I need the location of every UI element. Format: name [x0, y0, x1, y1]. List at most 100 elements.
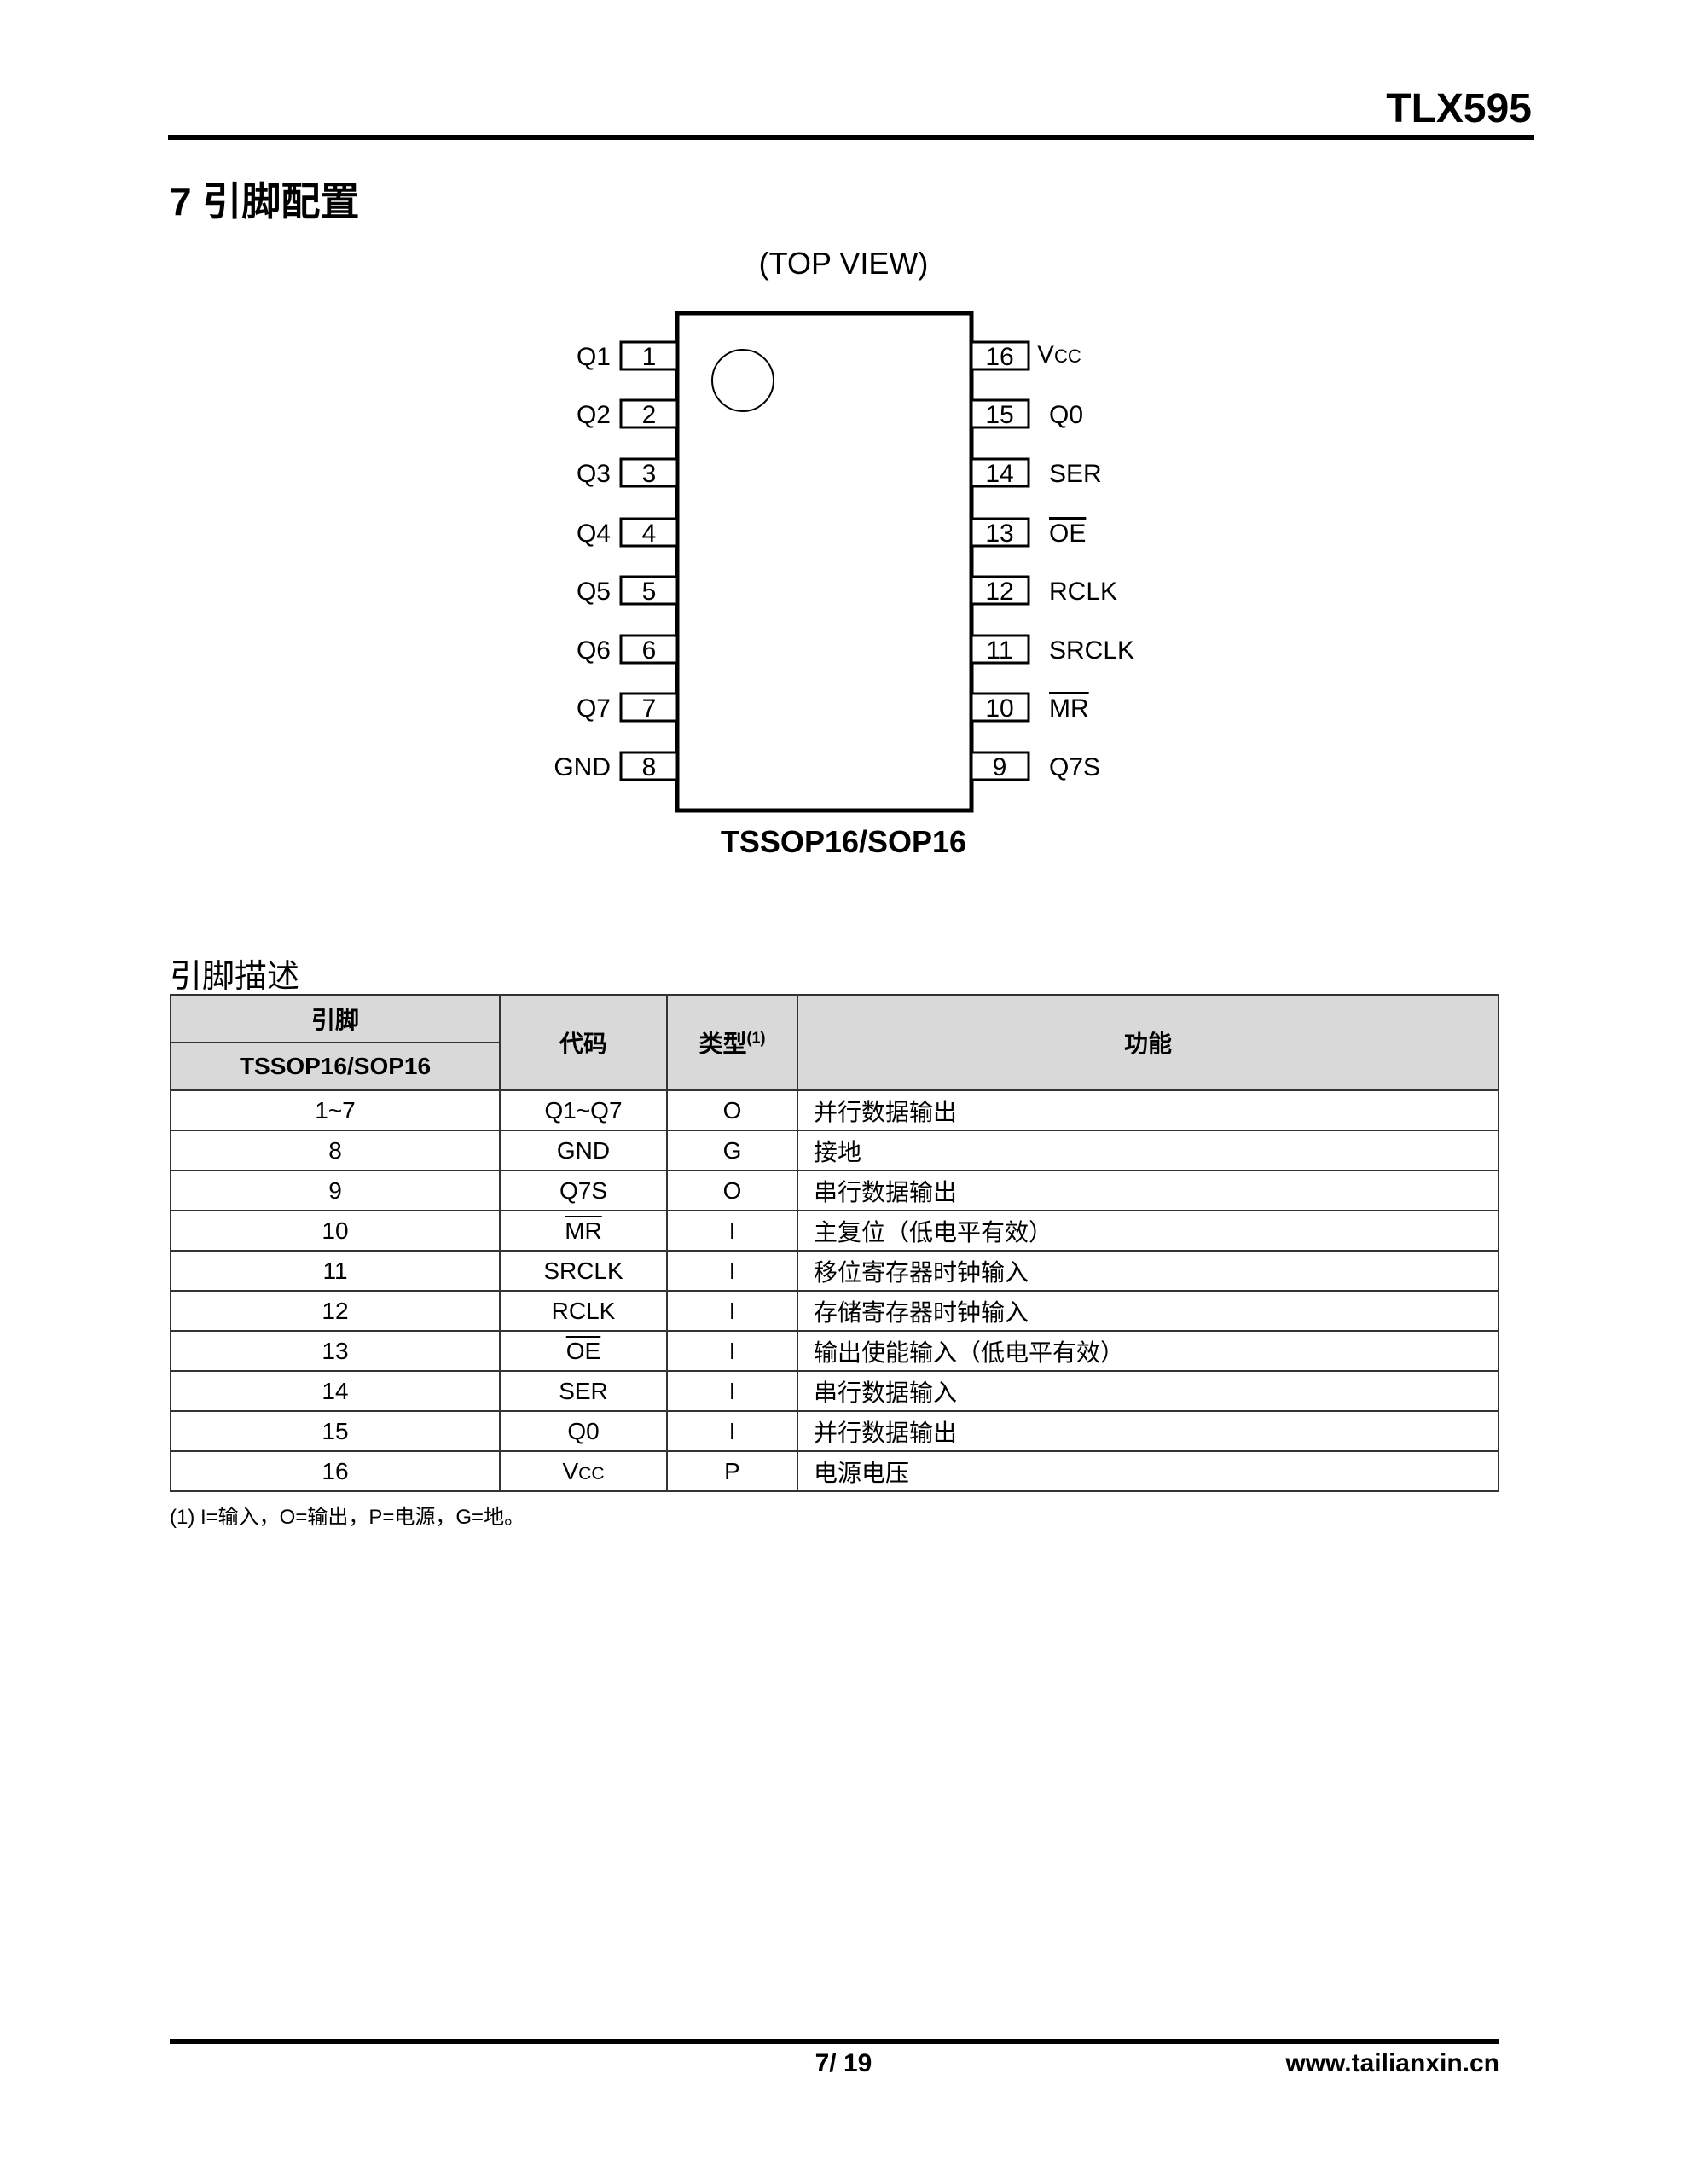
- table-row: 8 GND G 接地: [170, 1130, 1499, 1171]
- cell-pin-text: 9: [328, 1176, 342, 1204]
- cell-pin: 11: [170, 1250, 501, 1292]
- pin-number: 11: [986, 636, 1012, 665]
- cell-function-text: 接地: [814, 1138, 862, 1165]
- cell-type: P: [666, 1450, 798, 1492]
- cell-function: 电源电压: [797, 1450, 1499, 1492]
- cell-type: I: [666, 1290, 798, 1332]
- pin-number: 13: [985, 520, 1013, 548]
- pin-pad-1: [619, 340, 679, 371]
- pin-name: Q1: [577, 343, 611, 371]
- cell-pin-text: 16: [322, 1457, 349, 1484]
- header-pin: 引脚: [170, 994, 501, 1043]
- pin-pad-4: [619, 517, 679, 548]
- cell-code-text: RCLK: [551, 1297, 616, 1324]
- cell-code-text: MR: [565, 1217, 602, 1244]
- cell-code-text: SRCLK: [543, 1257, 623, 1284]
- cell-type-text: I: [728, 1377, 736, 1404]
- pin-name: SER: [1049, 460, 1102, 488]
- pin-pad-3: [619, 457, 679, 488]
- pin-number: 8: [642, 753, 657, 781]
- cell-pin-text: 8: [328, 1136, 342, 1164]
- cell-type: O: [666, 1089, 798, 1131]
- document-title: TLX595: [1386, 86, 1532, 131]
- table-row: 13 OE I 输出使能输入（低电平有效）: [170, 1330, 1499, 1372]
- pin-name: Q5: [577, 578, 611, 606]
- cell-function: 串行数据输入: [797, 1370, 1499, 1412]
- cell-pin: 12: [170, 1290, 501, 1332]
- pin-pad-13: [970, 517, 1030, 548]
- pin-name: VCC: [1037, 340, 1081, 369]
- pin-pad-11: [970, 634, 1030, 665]
- cell-pin: 8: [170, 1130, 501, 1171]
- pin-number: 12: [985, 578, 1013, 606]
- table-row: 14 SER I 串行数据输入: [170, 1370, 1499, 1412]
- pin-name: GND: [554, 753, 611, 781]
- header-package: TSSOP16/SOP16: [170, 1042, 501, 1091]
- cell-pin: 1~7: [170, 1089, 501, 1131]
- pin-pad-2: [619, 398, 679, 429]
- cell-code: SER: [499, 1370, 668, 1412]
- pin-pad-6: [619, 634, 679, 665]
- pin-number: 16: [985, 343, 1013, 371]
- pin-name: RCLK: [1049, 578, 1117, 606]
- cell-pin-text: 13: [322, 1337, 349, 1364]
- pin-number: 4: [642, 520, 657, 548]
- cell-code: Q7S: [499, 1170, 668, 1211]
- cell-code: VCC: [499, 1450, 668, 1492]
- pin-name: SRCLK: [1049, 636, 1134, 665]
- cell-function: 输出使能输入（低电平有效）: [797, 1330, 1499, 1372]
- cell-code-text: Q0: [567, 1417, 600, 1444]
- pin-number: 15: [985, 401, 1013, 429]
- view-label: (TOP VIEW): [758, 246, 929, 281]
- cell-code: SRCLK: [499, 1250, 668, 1292]
- cell-code-text: SER: [559, 1377, 608, 1404]
- cell-pin: 15: [170, 1410, 501, 1452]
- cell-function-text: 并行数据输出: [814, 1098, 958, 1125]
- header-function: 功能: [797, 994, 1499, 1091]
- cell-code: OE: [499, 1330, 668, 1372]
- cell-code: RCLK: [499, 1290, 668, 1332]
- website-link[interactable]: www.tailianxin.cn: [1285, 2049, 1499, 2077]
- pin-number: 14: [985, 460, 1013, 488]
- pin-description-table: 引脚 代码 类型(1) 功能 TSSOP16/SOP16 1~7 Q1~Q7 O 并行…: [170, 994, 1499, 1492]
- cell-function-text: 存储寄存器时钟输入: [814, 1298, 1029, 1326]
- pin-name: Q0: [1049, 401, 1083, 429]
- pin-number: 10: [985, 694, 1013, 723]
- pin-name: Q7: [577, 694, 611, 723]
- cell-type-text: I: [728, 1217, 736, 1244]
- cell-type: O: [666, 1170, 798, 1211]
- pin-name: Q4: [577, 520, 611, 548]
- cell-code-text: Q7S: [559, 1176, 608, 1204]
- cell-code-text: Q1~Q7: [544, 1096, 623, 1124]
- cell-function: 移位寄存器时钟输入: [797, 1250, 1499, 1292]
- pinout-diagram: 1 Q1 2 Q2 3 Q3 4 Q4 5 Q5 6 Q6 7 Q7 8 GND 16 15 Q0 14 SER 13 OE…: [554, 311, 1134, 813]
- table-row: 15 Q0 I 并行数据输出: [170, 1410, 1499, 1452]
- pin-number: 9: [993, 753, 1007, 781]
- header-type: 类型(1): [666, 994, 798, 1091]
- pin-pad-8: [619, 751, 679, 781]
- pin-pad-15: [970, 398, 1030, 429]
- cell-function: 存储寄存器时钟输入: [797, 1290, 1499, 1332]
- cell-function-text: 主复位（低电平有效）: [814, 1218, 1053, 1246]
- cell-type: G: [666, 1130, 798, 1171]
- cell-code: Q1~Q7: [499, 1089, 668, 1131]
- cell-pin: 10: [170, 1210, 501, 1252]
- cell-code-text: VCC: [562, 1457, 605, 1484]
- pin-pad-16: [970, 340, 1030, 371]
- cell-type-text: O: [722, 1096, 742, 1124]
- cell-pin: 16: [170, 1450, 501, 1492]
- cell-type-text: I: [728, 1337, 736, 1364]
- cell-type-text: I: [728, 1257, 736, 1284]
- pin-number: 5: [642, 578, 657, 606]
- cell-pin: 9: [170, 1170, 501, 1211]
- cell-function: 接地: [797, 1130, 1499, 1171]
- table-row: 12 RCLK I 存储寄存器时钟输入: [170, 1290, 1499, 1332]
- pin-name: Q7S: [1049, 753, 1100, 781]
- pin-name: MR: [1049, 694, 1089, 723]
- pin-name: OE: [1049, 520, 1086, 548]
- pin-number: 6: [642, 636, 657, 665]
- cell-function: 串行数据输出: [797, 1170, 1499, 1211]
- chip-body: [675, 311, 974, 813]
- cell-pin-text: 15: [322, 1417, 349, 1444]
